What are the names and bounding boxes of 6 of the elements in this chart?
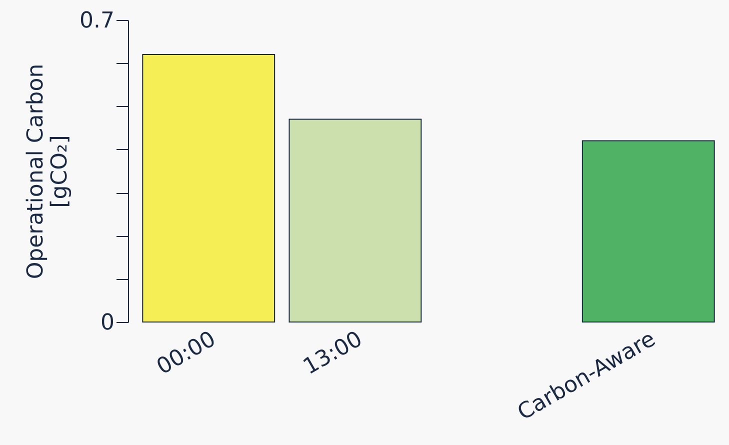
y-axis-title: Operational Carbon [gCO₂] <box>24 64 73 280</box>
bar <box>582 140 715 322</box>
y-tick-label: 0.7 <box>80 8 114 34</box>
bar <box>288 118 422 322</box>
bar <box>142 54 276 322</box>
y-tick-label: 0 <box>100 310 114 336</box>
